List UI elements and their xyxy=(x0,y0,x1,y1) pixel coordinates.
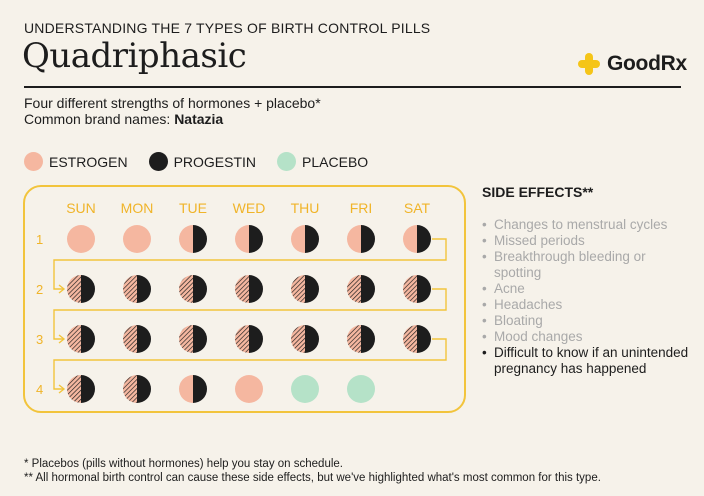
legend-label: PROGESTIN xyxy=(173,153,257,170)
kicker-heading: UNDERSTANDING THE 7 TYPES OF BIRTH CONTR… xyxy=(24,20,431,36)
side-effect-item: • Bloating xyxy=(482,313,543,328)
side-effects-title: SIDE EFFECTS** xyxy=(482,184,594,200)
side-effect-item: • Mood changes xyxy=(482,329,583,344)
pill xyxy=(291,225,319,253)
pill xyxy=(179,275,207,303)
footnote-placebo: * Placebos (pills without hormones) help… xyxy=(24,458,343,470)
hormone-description: Four different strengths of hormones + p… xyxy=(24,95,321,111)
legend-estrogen: ESTROGEN xyxy=(24,152,128,171)
estrogen-swatch xyxy=(24,152,43,171)
pill xyxy=(291,325,319,353)
pill xyxy=(67,375,95,403)
legend-placebo: PLACEBO xyxy=(277,152,368,171)
day-label-tue: TUE xyxy=(179,200,207,216)
side-effect-item: • Breakthrough bleeding or spotting xyxy=(482,249,646,280)
pill xyxy=(123,325,151,353)
pill xyxy=(179,325,207,353)
row-number: 2 xyxy=(36,282,44,297)
side-effects-list: • Changes to menstrual cycles • Missed per… xyxy=(482,217,692,377)
pill xyxy=(123,225,151,253)
pill xyxy=(123,375,151,403)
row-number: 1 xyxy=(36,232,44,247)
title-divider xyxy=(24,86,681,88)
pill xyxy=(347,375,375,403)
pill-calendar xyxy=(23,185,466,413)
pill xyxy=(403,275,431,303)
brand-value: Natazia xyxy=(174,111,224,127)
pill xyxy=(67,225,95,253)
pill xyxy=(347,225,375,253)
page-title: Quadriphasic xyxy=(22,36,247,76)
day-label-sat: SAT xyxy=(403,200,431,216)
pill xyxy=(235,225,263,253)
pill xyxy=(403,225,431,253)
pill xyxy=(291,375,319,403)
brand-names: Common brand names: Natazia xyxy=(24,111,223,127)
legend-label: ESTROGEN xyxy=(49,153,128,170)
side-effect-item: • Headaches xyxy=(482,297,563,312)
side-effect-item: • Changes to menstrual cycles xyxy=(482,217,668,232)
pill xyxy=(291,275,319,303)
pill xyxy=(235,275,263,303)
pill xyxy=(403,325,431,353)
plus-logo-icon xyxy=(578,53,600,75)
pill xyxy=(235,375,263,403)
pill xyxy=(347,275,375,303)
day-label-thu: THU xyxy=(290,200,320,216)
logo-text: GoodRx xyxy=(607,52,687,75)
pill xyxy=(67,275,95,303)
legend-label: PLACEBO xyxy=(302,153,369,170)
pill xyxy=(235,325,263,353)
side-effect-item-highlight: • Difficult to know if an unintended preg… xyxy=(482,345,689,376)
day-label-mon: MON xyxy=(120,200,154,216)
footnote-side-effects: ** All hormonal birth control can cause … xyxy=(24,472,601,484)
day-label-sun: SUN xyxy=(66,200,96,216)
pill xyxy=(123,275,151,303)
side-effect-item: • Acne xyxy=(482,281,525,296)
row-number: 4 xyxy=(36,382,44,397)
side-effect-item: • Missed periods xyxy=(482,233,585,248)
placebo-swatch xyxy=(277,152,297,171)
legend-progestin: PROGESTIN xyxy=(148,152,257,171)
progestin-swatch xyxy=(148,152,168,171)
pill xyxy=(179,375,207,403)
day-label-fri: FRI xyxy=(349,200,373,216)
legend: ESTROGEN PROGESTIN PLACEBO xyxy=(24,152,389,171)
goodrx-logo: GoodRx xyxy=(577,52,687,76)
row-number: 3 xyxy=(36,332,44,347)
brand-label: Common brand names: xyxy=(24,111,171,127)
day-label-wed: WED xyxy=(232,200,266,216)
pill xyxy=(347,325,375,353)
pill xyxy=(67,325,95,353)
pill xyxy=(179,225,207,253)
